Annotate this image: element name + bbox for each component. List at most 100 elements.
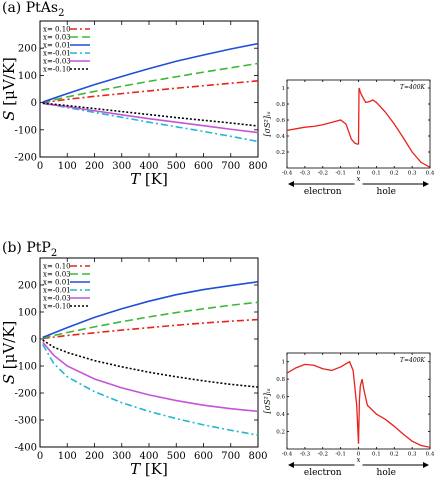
x-tick-label: -0.1: [335, 452, 346, 458]
chart-b-inset: -0.4 -0.3 -0.2 -0.1 0 0.1 0.2 0.3 0.4 0.2 0.4 0.6 0.…: [263, 352, 435, 478]
legend-label: x= 0.10: [43, 26, 71, 34]
x-tick-label: -0.2: [317, 452, 328, 458]
hole-arrow-head: [423, 462, 429, 468]
x-tick-label: 0.4: [426, 171, 435, 177]
x-tick-label: 200: [85, 451, 104, 462]
legend-label: x=-0.10: [43, 303, 71, 311]
x-tick-label: 200: [85, 161, 104, 172]
legend-label: x=-0.01: [43, 50, 71, 58]
x-tick-label: 500: [167, 161, 186, 172]
x-tick-label: 600: [194, 451, 213, 462]
y-axis-label: S [μV/K]: [0, 321, 18, 385]
y-tick-label: 0.8: [276, 377, 285, 383]
x-tick-label: 0: [357, 452, 361, 458]
series-line-4: [42, 102, 258, 143]
series-line-6: [42, 339, 258, 388]
legend-label: x= 0.03: [43, 34, 71, 42]
legend-label: x= 0.01: [43, 279, 71, 287]
inset-y-axis-label: [σS²]ₗₛ: [263, 388, 272, 413]
x-tick-label: 300: [112, 451, 131, 462]
series-line-1: [42, 318, 258, 340]
y-tick-label: 100: [18, 71, 37, 82]
y-tick-label: -100: [15, 362, 37, 373]
legend-label: x= 0.10: [43, 263, 71, 271]
x-tick-label: 0.1: [372, 452, 381, 458]
x-tick-label: 700: [221, 161, 240, 172]
x-tick-label: 800: [248, 161, 267, 172]
y-tick-label: -200: [15, 153, 37, 164]
y-tick-label: -400: [15, 443, 37, 454]
x-tick-label: -0.4: [282, 171, 293, 177]
legend: x= 0.10x= 0.03x= 0.01x=-0.01x=-0.03x=-0.…: [43, 26, 90, 74]
x-tick-label: -0.3: [300, 171, 311, 177]
series-line-4: [42, 344, 258, 436]
y-tick-label: 0.2: [276, 429, 285, 435]
inset-y-axis-label: [σS²]ₗₛ: [263, 111, 272, 136]
inset-temperature-label: T=400K: [400, 84, 425, 91]
x-tick-label: 700: [221, 451, 240, 462]
x-tick-label: 600: [194, 161, 213, 172]
series-line-5: [42, 102, 258, 134]
x-tick-label: 100: [58, 451, 77, 462]
legend-label: x=-0.01: [43, 287, 71, 295]
x-tick-label: 0: [37, 161, 43, 172]
y-tick-label: 1: [282, 360, 286, 366]
x-tick-label: 800: [248, 451, 267, 462]
y-tick-label: 200: [18, 44, 37, 55]
x-tick-label: 0: [37, 451, 43, 462]
y-tick-label: 0.4: [276, 412, 285, 418]
series-line-3: [42, 280, 258, 339]
y-tick-label: 0.8: [276, 102, 285, 108]
panel-a-label: (a) PtAs2: [2, 0, 65, 19]
electron-label: electron: [304, 468, 342, 478]
x-tick-label: -0.3: [300, 452, 311, 458]
electron-label: electron: [304, 187, 342, 197]
series-line-6: [42, 102, 258, 127]
x-tick-label: 0.3: [408, 171, 417, 177]
x-tick-label: -0.1: [335, 171, 346, 177]
y-tick-label: 1: [282, 86, 286, 92]
x-axis-label: T [K]: [130, 460, 168, 478]
x-tick-label: 300: [112, 161, 131, 172]
x-tick-label: 0.2: [390, 452, 399, 458]
inset-x-axis-label: x: [357, 456, 361, 464]
x-tick-label: 500: [167, 451, 186, 462]
panel-b-label: (b) PtP2: [2, 240, 58, 259]
y-tick-label: 100: [18, 308, 37, 319]
hole-arrow-head: [423, 181, 429, 187]
y-axis-label: S [μV/K]: [0, 57, 18, 121]
series-line-1: [287, 360, 430, 448]
x-tick-label: 400: [139, 161, 158, 172]
x-axis-label: T [K]: [130, 170, 168, 188]
y-tick-label: 0: [31, 335, 37, 346]
x-tick-label: 0.3: [408, 452, 417, 458]
hole-label: hole: [377, 187, 396, 197]
electron-arrow-head: [288, 181, 294, 187]
y-tick-label: 200: [18, 281, 37, 292]
y-tick-label: 0.6: [276, 118, 285, 124]
chart-b-main: 0 100 200 300 400 500 600 700 800 -400 -300 -200 -10…: [0, 257, 268, 478]
x-tick-label: 0.4: [426, 452, 435, 458]
series-line-2: [42, 62, 258, 104]
y-tick-label: 0.2: [276, 150, 285, 156]
series-line-3: [42, 42, 258, 103]
chart-a-inset: -0.4 -0.3 -0.2 -0.1 0 0.1 0.2 0.3 0.4 0.2 0.4 0.6 0.…: [263, 79, 435, 197]
x-tick-label: 0.2: [390, 171, 399, 177]
legend-label: x= 0.03: [43, 271, 71, 279]
series-line-1: [42, 80, 258, 104]
x-tick-label: 0.1: [372, 171, 381, 177]
x-tick-label: 400: [139, 451, 158, 462]
x-tick-label: 0: [357, 171, 361, 177]
legend-label: x= 0.01: [43, 42, 71, 50]
plot-frame: [39, 20, 259, 158]
series-line-1: [287, 87, 430, 168]
y-tick-label: 0.4: [276, 134, 285, 140]
x-tick-label: -0.2: [317, 171, 328, 177]
inset-temperature-label: T=400K: [400, 357, 425, 364]
legend-label: x=-0.03: [43, 58, 71, 66]
series-line-2: [42, 301, 258, 339]
hole-label: hole: [377, 468, 396, 478]
electron-arrow-head: [288, 462, 294, 468]
